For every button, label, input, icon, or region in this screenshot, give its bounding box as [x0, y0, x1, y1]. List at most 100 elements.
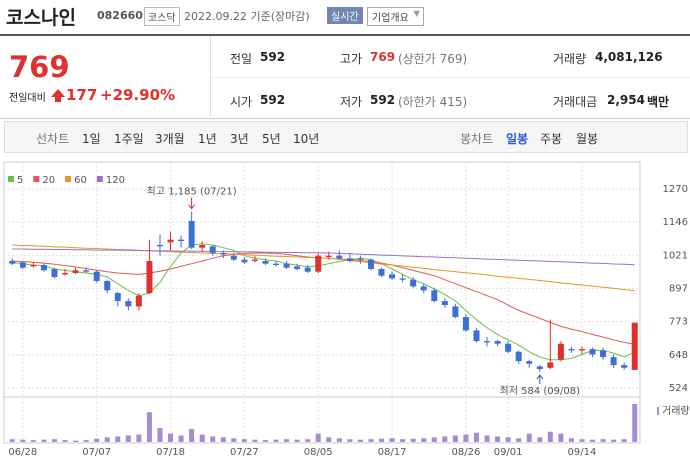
volume-bar: [368, 439, 374, 442]
x-tick-label: 09/14: [568, 447, 597, 457]
candle-body: [526, 361, 533, 364]
volume-bar: [220, 437, 226, 442]
volume-swatch: [657, 407, 659, 415]
change: 177: [66, 86, 98, 104]
y-tick-label: 773: [669, 317, 688, 328]
overview-dropdown[interactable]: 기업개요 ▼: [367, 7, 424, 26]
legend-swatch: [8, 176, 14, 182]
candle-body: [610, 357, 617, 366]
candle-body: [389, 274, 396, 279]
volume-bar: [621, 439, 627, 442]
x-tick-label: 06/28: [8, 447, 37, 457]
tab[interactable]: 1주일: [114, 132, 144, 146]
volume-bar: [484, 435, 490, 442]
volume-bar: [9, 439, 15, 442]
annotation: 최고 1,185 (07/21): [147, 186, 237, 198]
candle-body: [188, 220, 195, 248]
tab[interactable]: 3년: [230, 132, 249, 146]
volume-bar: [210, 436, 216, 442]
candle-body: [431, 290, 438, 302]
volume-bar: [400, 439, 406, 442]
candle-body: [325, 255, 332, 258]
volume-bar: [473, 432, 479, 442]
realtime-button[interactable]: 실시간: [327, 7, 363, 24]
candle-body: [51, 269, 58, 278]
y-tick-label: 524: [669, 383, 688, 394]
change-rate: +29.90%: [100, 86, 176, 104]
volume-bar: [452, 435, 458, 442]
tab[interactable]: 월봉: [576, 132, 599, 146]
candle-body: [589, 349, 596, 355]
candle-body: [62, 273, 69, 275]
candle-body: [399, 278, 406, 280]
y-tick-label: 648: [669, 350, 688, 361]
tab[interactable]: 주봉: [540, 132, 563, 146]
stock-code: 082660: [97, 9, 143, 22]
volume-bar: [389, 438, 395, 442]
x-tick-label: 08/26: [452, 447, 481, 457]
volume-bar: [262, 440, 268, 442]
candle-body: [473, 330, 480, 342]
change-label: 전일대비: [9, 93, 46, 104]
legend-swatch: [65, 176, 72, 182]
volume-bar: [115, 436, 121, 442]
volume-bar: [231, 438, 237, 442]
candle-body: [410, 279, 417, 287]
tab[interactable]: 5년: [262, 132, 281, 146]
tab[interactable]: 10년: [293, 132, 320, 146]
date: 2022.09.22 기준(장마감): [184, 10, 310, 23]
volume-label: 거래량: [662, 405, 690, 417]
candle-body: [220, 253, 227, 255]
legend-label: 120: [106, 175, 125, 186]
x-tick-label: 07/07: [82, 447, 111, 457]
candle-body: [146, 261, 153, 294]
volume-bar: [273, 439, 279, 442]
volume-bar: [547, 431, 553, 442]
ma-line: [12, 252, 635, 345]
stat-label: 전일: [230, 52, 253, 66]
volume-bar: [505, 437, 511, 442]
candle-body: [114, 293, 121, 302]
volume-bar: [41, 439, 47, 442]
price: 769: [9, 50, 70, 84]
tab[interactable]: 3개월: [155, 132, 185, 146]
candle-body: [230, 255, 237, 260]
volume-bar: [294, 439, 300, 442]
candle-body: [104, 281, 111, 291]
tab-active[interactable]: 일봉: [506, 132, 529, 146]
volume-bar: [537, 437, 543, 442]
volume-bar: [516, 438, 522, 442]
y-tick-label: 1021: [663, 250, 688, 261]
volume-bar: [379, 438, 385, 442]
candle-body: [631, 322, 638, 370]
candle-body: [262, 261, 269, 264]
quote-box: [0, 34, 690, 119]
tab-group-label: 봉차트: [460, 132, 494, 146]
x-tick-label: 07/27: [230, 447, 259, 457]
stat-unit: 백만: [647, 95, 670, 109]
volume-bar: [579, 439, 585, 442]
volume-bar: [526, 433, 532, 442]
candle-body: [199, 245, 206, 248]
stat-value: 2,954: [607, 93, 645, 107]
legend-swatch: [96, 176, 103, 182]
volume-bar: [189, 428, 195, 442]
ma-line: [12, 244, 635, 292]
x-tick-label: 08/17: [378, 447, 407, 457]
tab[interactable]: 1년: [198, 132, 217, 146]
candle-body: [209, 246, 216, 254]
candle-body: [494, 341, 501, 344]
candle-body: [600, 350, 607, 358]
y-tick-label: 897: [669, 284, 688, 295]
volume-bar: [431, 437, 437, 442]
tab[interactable]: 1일: [82, 132, 101, 146]
volume-bar: [421, 438, 427, 442]
candle-body: [484, 341, 491, 343]
stat-value: 592: [370, 93, 396, 107]
volume-bar: [611, 439, 617, 442]
volume-bar: [199, 434, 205, 442]
candle-body: [420, 286, 427, 291]
ma-line: [12, 248, 635, 266]
candle-body: [19, 262, 26, 268]
